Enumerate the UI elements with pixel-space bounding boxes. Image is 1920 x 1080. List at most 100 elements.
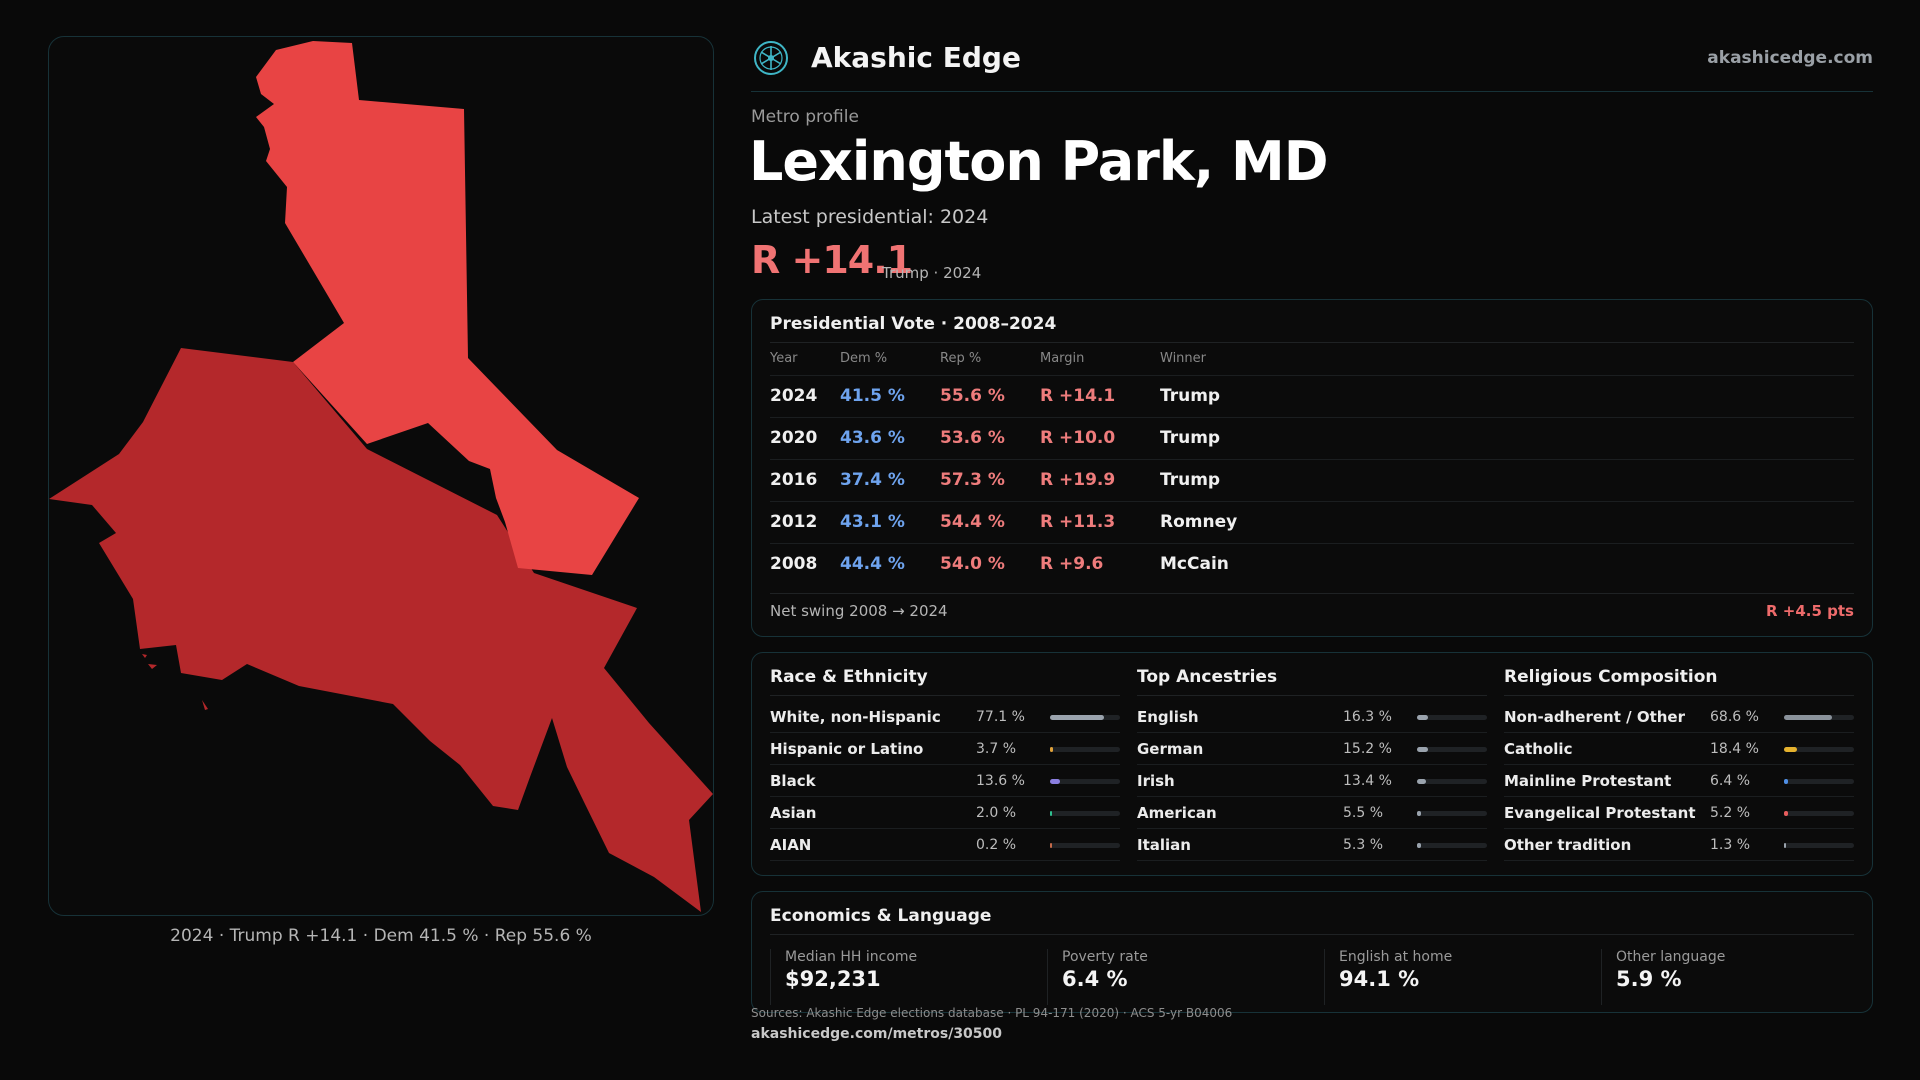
cell-margin: R +14.1	[1040, 386, 1116, 406]
list-item: American 5.5 %	[1137, 797, 1487, 829]
cell-year: 2016	[770, 470, 818, 490]
cell-rep: 55.6 %	[940, 386, 1005, 406]
race-ethnicity-column: Race & Ethnicity White, non-Hispanic 77.…	[770, 653, 1120, 875]
divider	[770, 695, 1120, 696]
list-item: Non-adherent / Other 68.6 %	[1504, 701, 1854, 733]
map-island	[148, 664, 157, 669]
item-value: 15.2 %	[1343, 741, 1392, 757]
net-swing-label: Net swing 2008 → 2024	[770, 602, 948, 620]
item-value: 0.2 %	[976, 837, 1017, 853]
share-bar	[1417, 843, 1487, 848]
share-bar-fill	[1050, 715, 1104, 720]
table-row: 2016 37.4 % 57.3 % R +19.9 Trump	[770, 459, 1854, 501]
list-item: AIAN 0.2 %	[770, 829, 1120, 861]
item-label: Evangelical Protestant	[1504, 804, 1696, 822]
share-bar	[1050, 811, 1120, 816]
table-row: 2024 41.5 % 55.6 % R +14.1 Trump	[770, 375, 1854, 417]
divider	[1137, 695, 1487, 696]
map-county-lower[interactable]	[49, 348, 713, 912]
share-bar	[1784, 715, 1854, 720]
item-value: 13.6 %	[976, 773, 1025, 789]
share-bar	[1050, 779, 1120, 784]
item-label: Non-adherent / Other	[1504, 708, 1685, 726]
race-title: Race & Ethnicity	[770, 667, 928, 687]
col-header-rep: Rep %	[940, 351, 982, 366]
map-county-upper[interactable]	[256, 41, 639, 575]
share-bar	[1784, 843, 1854, 848]
item-value: 18.4 %	[1710, 741, 1759, 757]
list-item: Hispanic or Latino 3.7 %	[770, 733, 1120, 765]
site-link[interactable]: akashicedge.com	[1707, 48, 1873, 68]
table-row: 2020 43.6 % 53.6 % R +10.0 Trump	[770, 417, 1854, 459]
stat-value: 5.9 %	[1616, 967, 1682, 991]
divider	[1504, 695, 1854, 696]
list-item: Other tradition 1.3 %	[1504, 829, 1854, 861]
item-value: 68.6 %	[1710, 709, 1759, 725]
share-bar-fill	[1050, 779, 1060, 784]
list-item: Mainline Protestant 6.4 %	[1504, 765, 1854, 797]
stat-other-language: Other language 5.9 %	[1601, 949, 1861, 1005]
share-bar	[1784, 779, 1854, 784]
presidential-vote-card: Presidential Vote · 2008–2024 Year Dem %…	[751, 299, 1873, 637]
stat-poverty-rate: Poverty rate 6.4 %	[1047, 949, 1307, 1005]
county-map-svg	[49, 41, 713, 912]
share-bar-fill	[1417, 715, 1429, 720]
ancestries-column: Top Ancestries English 16.3 % German 15.…	[1137, 653, 1487, 875]
divider	[770, 342, 1854, 343]
item-label: Other tradition	[1504, 836, 1632, 854]
cell-year: 2008	[770, 554, 818, 574]
item-label: Black	[770, 772, 816, 790]
latest-election-label: Latest presidential: 2024	[751, 206, 989, 228]
latest-margin-subtitle: Trump · 2024	[882, 264, 982, 282]
cell-winner: Trump	[1160, 428, 1221, 448]
map-island	[142, 654, 147, 658]
cell-margin: R +11.3	[1040, 512, 1116, 532]
stat-value: $92,231	[785, 967, 881, 991]
item-label: Asian	[770, 804, 817, 822]
item-label: American	[1137, 804, 1217, 822]
map-caption: 2024 · Trump R +14.1 · Dem 41.5 % · Rep …	[170, 926, 592, 946]
item-value: 13.4 %	[1343, 773, 1392, 789]
item-label: Hispanic or Latino	[770, 740, 924, 758]
header: Akashic Edge akashicedge.com	[751, 36, 1873, 92]
cell-margin: R +9.6	[1040, 554, 1104, 574]
akashic-edge-logo-icon[interactable]	[753, 40, 789, 76]
list-item: German 15.2 %	[1137, 733, 1487, 765]
metro-map[interactable]	[48, 36, 714, 916]
brand-name[interactable]: Akashic Edge	[811, 41, 1021, 74]
page-title: Lexington Park, MD	[749, 130, 1329, 193]
list-item: Black 13.6 %	[770, 765, 1120, 797]
share-bar	[1417, 779, 1487, 784]
item-value: 6.4 %	[1710, 773, 1751, 789]
stat-label: Median HH income	[785, 949, 918, 965]
stat-label: Other language	[1616, 949, 1726, 965]
stat-value: 94.1 %	[1339, 967, 1420, 991]
cell-margin: R +10.0	[1040, 428, 1116, 448]
col-header-winner: Winner	[1160, 351, 1207, 366]
cell-year: 2012	[770, 512, 818, 532]
footer-link[interactable]: akashicedge.com/metros/30500	[751, 1026, 1003, 1042]
cell-dem: 41.5 %	[840, 386, 905, 406]
cell-winner: Trump	[1160, 470, 1221, 490]
col-header-year: Year	[770, 351, 798, 366]
cell-margin: R +19.9	[1040, 470, 1116, 490]
stat-median-income: Median HH income $92,231	[770, 949, 1030, 1005]
share-bar-fill	[1050, 811, 1052, 816]
cell-rep: 54.0 %	[940, 554, 1005, 574]
cell-rep: 57.3 %	[940, 470, 1005, 490]
cell-year: 2020	[770, 428, 818, 448]
share-bar-fill	[1784, 779, 1789, 784]
item-value: 77.1 %	[976, 709, 1025, 725]
table-row: 2012 43.1 % 54.4 % R +11.3 Romney	[770, 501, 1854, 543]
share-bar-fill	[1417, 843, 1421, 848]
item-label: White, non-Hispanic	[770, 708, 941, 726]
stat-value: 6.4 %	[1062, 967, 1128, 991]
share-bar-fill	[1050, 843, 1052, 848]
sources-note: Sources: Akashic Edge elections database…	[751, 1006, 1233, 1020]
item-label: AIAN	[770, 836, 812, 854]
list-item: Italian 5.3 %	[1137, 829, 1487, 861]
vote-card-title: Presidential Vote · 2008–2024	[770, 314, 1057, 334]
item-value: 5.3 %	[1343, 837, 1384, 853]
share-bar	[1784, 747, 1854, 752]
cell-dem: 43.6 %	[840, 428, 905, 448]
